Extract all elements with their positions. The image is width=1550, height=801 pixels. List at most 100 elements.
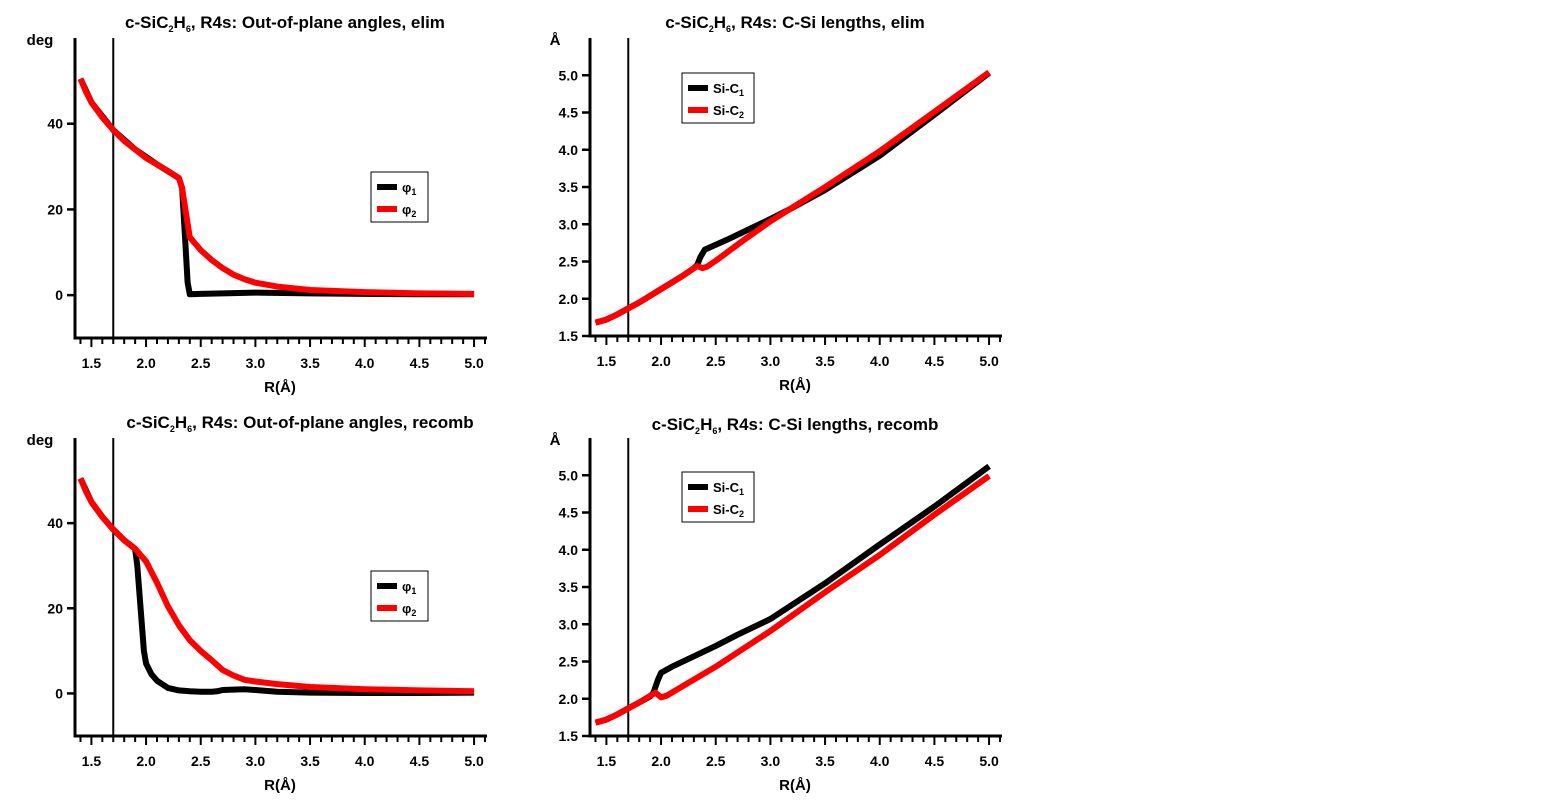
x-tick-label: 4.0 xyxy=(870,353,890,369)
legend-label-2: φ2 xyxy=(402,202,416,219)
legend-box xyxy=(370,570,429,622)
y-tick-label: 5.0 xyxy=(559,67,579,83)
series-line-1 xyxy=(594,463,991,726)
legend-box xyxy=(370,171,429,223)
legend-label-sub: 1 xyxy=(739,88,744,98)
x-tick-label: 4.0 xyxy=(355,355,375,371)
series-line-2 xyxy=(594,69,991,326)
legend-label-sub: 2 xyxy=(411,608,416,618)
legend-label-sub: 2 xyxy=(411,209,416,219)
y-tick-label: 2.0 xyxy=(559,691,579,707)
x-tick-label: 4.5 xyxy=(410,753,430,769)
y-tick-label: 20 xyxy=(47,201,63,217)
chart-title-part: , R4s: C-Si lengths, elim xyxy=(731,13,925,32)
y-tick-label: 5.0 xyxy=(559,467,579,483)
x-tick-label: 2.0 xyxy=(651,353,671,369)
legend-label-1: φ1 xyxy=(402,180,416,197)
legend-label-main: Si-C xyxy=(713,103,740,118)
chart-title-part: c-SiC xyxy=(652,415,695,434)
legend-label-sub: 1 xyxy=(739,487,744,497)
y-tick-label: 3.0 xyxy=(559,216,579,232)
y-tick-label: 1.5 xyxy=(559,328,579,344)
x-tick-label: 4.5 xyxy=(925,753,945,769)
x-axis-label: R(Å) xyxy=(779,377,811,394)
y-tick-label: 4.0 xyxy=(559,542,579,558)
chart-panel-3: c-SiC2H6, R4s: Out-of-plane angles, reco… xyxy=(27,413,487,794)
legend-label-main: φ xyxy=(402,579,411,594)
x-tick-label: 1.5 xyxy=(82,753,102,769)
chart-title-part: H xyxy=(174,13,186,32)
series-line-2 xyxy=(77,477,475,695)
y-tick-label: 3.5 xyxy=(559,579,579,595)
series-line-2 xyxy=(594,473,991,726)
y-tick-label: 3.5 xyxy=(559,179,579,195)
y-tick-label: 0 xyxy=(55,287,63,303)
x-tick-label: 3.0 xyxy=(761,753,781,769)
legend: φ1φ 2 xyxy=(370,570,429,622)
x-axis-label: R(Å) xyxy=(264,379,296,396)
x-tick-label: 3.0 xyxy=(246,753,266,769)
legend-label-main: φ xyxy=(402,180,411,195)
x-tick-label: 2.5 xyxy=(191,355,211,371)
chart-panel-4: c-SiC2H6, R4s: C-Si lengths, recombÅ1.52… xyxy=(550,415,1002,794)
chart-title-part: , R4s: Out-of-plane angles, recomb xyxy=(192,413,474,432)
y-axis-label: Å xyxy=(550,32,561,49)
legend-label-1: Si-C1 xyxy=(713,81,744,98)
legend-box xyxy=(681,72,755,124)
chart-title-part: c-SiC xyxy=(665,13,708,32)
chart-panel-2: c-SiC2H6, R4s: C-Si lengths, elimÅ1.52.0… xyxy=(550,13,1002,394)
x-tick-label: 2.5 xyxy=(706,353,726,369)
y-axis-label: deg xyxy=(27,432,54,449)
legend-label-1: φ1 xyxy=(402,579,416,596)
chart-title: c-SiC2H6, R4s: C-Si lengths, elim xyxy=(665,13,924,34)
x-tick-label: 5.0 xyxy=(979,353,999,369)
chart-title: c-SiC2H6, R4s: Out-of-plane angles, elim xyxy=(125,13,445,34)
chart-title-part: , R4s: Out-of-plane angles, elim xyxy=(191,13,445,32)
chart-title-part: 6 xyxy=(726,24,731,34)
chart-title-part: 6 xyxy=(712,426,717,436)
legend-label-2: Si-C2 xyxy=(713,103,744,120)
x-tick-label: 5.0 xyxy=(464,753,484,769)
chart-title-part: H xyxy=(700,415,712,434)
chart-title-part: 2 xyxy=(170,424,175,434)
x-tick-label: 5.0 xyxy=(464,355,484,371)
y-axis-label: deg xyxy=(27,32,54,49)
y-tick-label: 3.0 xyxy=(559,616,579,632)
y-tick-label: 2.0 xyxy=(559,291,579,307)
series-line-2 xyxy=(77,77,475,297)
chart-title-part: 6 xyxy=(187,424,192,434)
legend-label-main: Si-C xyxy=(713,480,740,495)
y-tick-label: 0 xyxy=(55,685,63,701)
y-tick-label: 20 xyxy=(47,600,63,616)
y-tick-label: 2.5 xyxy=(559,254,579,270)
x-tick-label: 1.5 xyxy=(597,353,617,369)
x-tick-label: 3.0 xyxy=(246,355,266,371)
y-tick-label: 40 xyxy=(47,515,63,531)
x-tick-label: 3.5 xyxy=(815,353,835,369)
legend-label-2: Si-C2 xyxy=(713,502,744,519)
chart-title: c-SiC2H6, R4s: C-Si lengths, recomb xyxy=(652,415,939,436)
y-axis-label: Å xyxy=(550,432,561,449)
x-tick-label: 4.5 xyxy=(925,353,945,369)
x-tick-label: 2.5 xyxy=(191,753,211,769)
chart-title-part: 2 xyxy=(695,426,700,436)
x-tick-label: 4.5 xyxy=(410,355,430,371)
x-tick-label: 5.0 xyxy=(979,753,999,769)
x-axis-label: R(Å) xyxy=(779,777,811,794)
chart-title-part: H xyxy=(175,413,187,432)
legend-label-main: Si-C xyxy=(713,81,740,96)
chart-title-part: 6 xyxy=(186,24,191,34)
chart-title-part: c-SiC xyxy=(125,13,168,32)
chart-title-part: H xyxy=(714,13,726,32)
x-tick-label: 4.0 xyxy=(355,753,375,769)
x-axis-label: R(Å) xyxy=(264,777,296,794)
legend-label-main: φ xyxy=(402,202,411,217)
x-tick-label: 2.0 xyxy=(136,355,156,371)
legend-label-sub: 2 xyxy=(739,110,744,120)
y-tick-label: 2.5 xyxy=(559,654,579,670)
legend-label-main: Si-C xyxy=(713,502,740,517)
x-tick-label: 2.5 xyxy=(706,753,726,769)
